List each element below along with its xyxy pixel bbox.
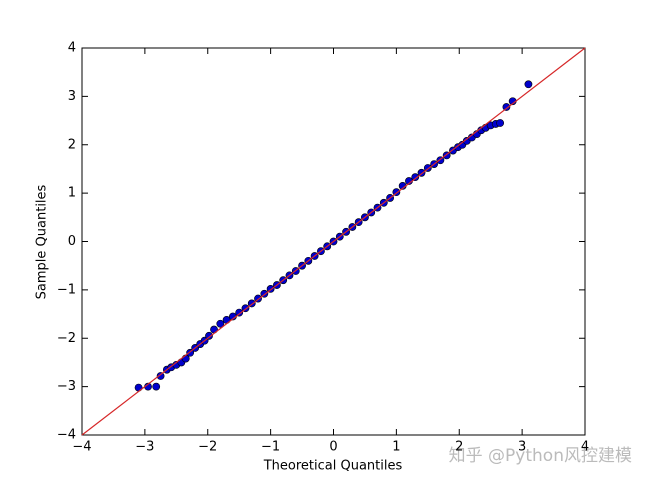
x-axis-label: Theoretical Quantiles (263, 459, 403, 474)
x-tick-label: 1 (392, 440, 400, 455)
y-axis-label: Sample Quantiles (35, 184, 50, 299)
y-tick-label: 0 (68, 234, 76, 249)
x-tick-label: 4 (581, 440, 589, 455)
point (235, 308, 244, 317)
x-tick-label: −2 (198, 440, 217, 455)
point (411, 173, 420, 182)
point (216, 319, 225, 328)
y-tick-label: −4 (57, 428, 76, 443)
y-tick-label: −1 (57, 282, 76, 297)
point (502, 103, 511, 111)
point (524, 80, 533, 89)
y-tick-label: 2 (68, 137, 76, 152)
point (152, 382, 161, 391)
point (496, 119, 505, 127)
y-tick-label: 4 (68, 41, 76, 56)
reference-line (81, 47, 586, 436)
y-tick-label: −2 (57, 331, 76, 346)
point (156, 372, 165, 380)
y-tick-label: 3 (68, 89, 76, 104)
y-tick-label: 1 (68, 186, 76, 201)
x-tick-label: −1 (261, 440, 280, 455)
watermark: 知乎 @Python风控建模 (449, 446, 632, 466)
x-tick-label: −3 (135, 440, 154, 455)
x-tick-label: 3 (518, 440, 526, 455)
point (205, 331, 213, 340)
x-tick-label: 0 (329, 440, 337, 455)
y-tick-label: −3 (57, 379, 76, 394)
x-tick-label: −4 (72, 440, 91, 455)
x-tick-label: 2 (455, 440, 463, 455)
